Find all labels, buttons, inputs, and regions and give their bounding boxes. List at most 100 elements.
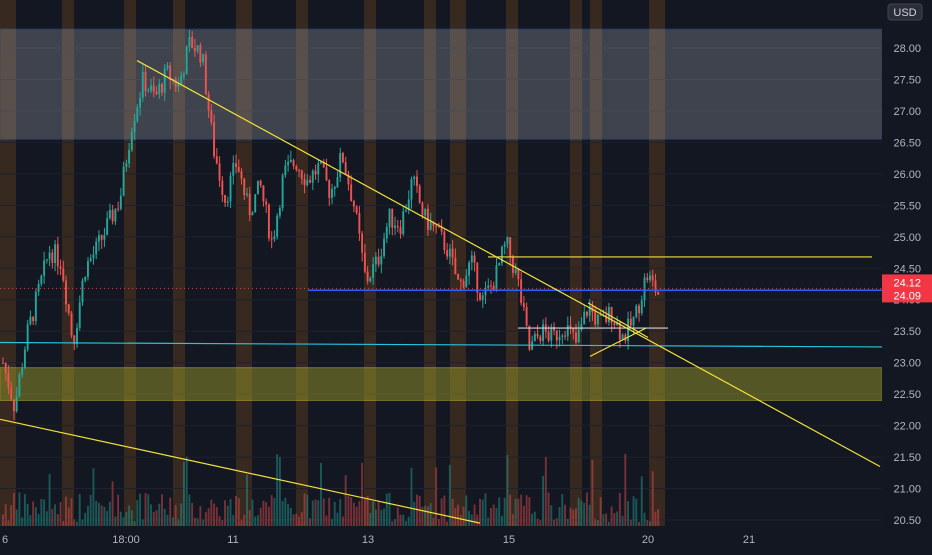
candle-body <box>106 218 109 235</box>
candle-body <box>448 248 451 257</box>
candle-body <box>188 36 191 47</box>
volume-bar <box>139 493 142 526</box>
candle-body <box>583 311 586 325</box>
candle-body <box>270 238 273 240</box>
candle-body <box>48 252 51 260</box>
candle-body <box>564 335 566 337</box>
candle-body <box>12 399 15 412</box>
volume-bar <box>484 493 487 526</box>
volume-bar <box>89 495 92 526</box>
candle-body <box>229 175 232 202</box>
candle-body <box>215 156 218 164</box>
candle-body <box>29 316 32 325</box>
triangle-lower-line <box>589 327 647 357</box>
volume-bar <box>267 506 270 526</box>
volume-bar <box>424 505 427 526</box>
volume-bar <box>119 511 122 526</box>
price-tick-label: 21.50 <box>893 452 921 464</box>
volume-bar <box>221 519 224 526</box>
volume-bar <box>199 506 202 526</box>
volume-bar <box>166 514 169 526</box>
candle-body <box>484 288 487 296</box>
volume-bar <box>289 507 292 526</box>
candle-body <box>618 322 621 340</box>
volume-bar <box>333 501 336 526</box>
volume-bar <box>372 501 375 526</box>
currency-badge[interactable]: USD <box>887 3 923 21</box>
candle-body <box>413 176 416 180</box>
time-axis: 6 18:00 11 13 15 20 21 <box>0 526 932 550</box>
volume-bar <box>624 453 627 526</box>
candle-body <box>520 279 523 304</box>
candle-body <box>509 237 512 258</box>
volume-bar <box>418 495 421 526</box>
volume-bar <box>366 496 369 526</box>
candle-body <box>369 277 372 282</box>
candle-body <box>111 209 114 222</box>
candle-body <box>490 285 492 287</box>
volume-bar <box>352 502 355 526</box>
volume-bar <box>344 475 347 526</box>
candle-body <box>136 107 139 121</box>
candle-body <box>65 280 67 305</box>
candle-body <box>10 388 13 400</box>
candle-body <box>147 90 150 92</box>
candle-body <box>235 163 237 167</box>
candle-body <box>273 236 276 240</box>
volume-bar <box>536 518 539 526</box>
candle-body <box>424 208 427 216</box>
candle-body <box>108 209 111 219</box>
volume-bar <box>575 508 577 526</box>
volume-bar <box>180 503 183 526</box>
volume-bar <box>262 500 265 526</box>
candle-body <box>459 279 462 281</box>
candle-body <box>32 316 35 322</box>
candle-body <box>580 324 583 330</box>
volume-bar <box>657 509 660 526</box>
candle-body <box>654 280 657 292</box>
volume-bar <box>363 499 366 526</box>
volume-bar <box>202 519 205 526</box>
volume-bar <box>391 521 394 526</box>
volume-bar <box>18 492 21 526</box>
volume-bar <box>572 509 575 526</box>
candle-body <box>86 261 89 277</box>
volume-bar <box>300 512 303 526</box>
volume-bar <box>361 462 364 526</box>
volume-bar <box>443 495 446 526</box>
candle-body <box>492 285 495 292</box>
volume-bar <box>4 504 7 526</box>
candle-body <box>237 166 240 172</box>
candle-body <box>596 315 599 325</box>
volume-bar <box>487 517 490 526</box>
candle-body <box>517 269 520 280</box>
candle-body <box>594 312 597 325</box>
candle-body <box>284 165 287 176</box>
candle-body <box>182 74 185 76</box>
volume-bar <box>511 514 514 526</box>
candle-body <box>341 152 344 163</box>
volume-bar <box>15 509 18 526</box>
time-tick-label: 21 <box>743 534 755 546</box>
volume-bar <box>254 516 257 526</box>
volume-bar <box>517 498 520 526</box>
volume-bar <box>213 503 216 526</box>
candle-body <box>26 324 29 350</box>
candle-body <box>40 275 43 284</box>
candle-body <box>240 171 243 179</box>
candle-body <box>380 256 383 265</box>
candle-body <box>23 349 26 369</box>
volume-bar <box>591 459 594 526</box>
currency-label: USD <box>893 7 916 19</box>
volume-bar <box>618 492 621 526</box>
volume-bar <box>585 492 588 526</box>
candle-body <box>204 54 207 95</box>
candle-body <box>533 333 536 342</box>
volume-bar <box>130 510 133 526</box>
volume-bar <box>128 505 131 526</box>
candle-body <box>599 315 602 317</box>
candle-body <box>358 213 361 234</box>
volume-bar <box>616 511 619 526</box>
candle-body <box>657 291 660 295</box>
volume-bar <box>402 514 405 526</box>
